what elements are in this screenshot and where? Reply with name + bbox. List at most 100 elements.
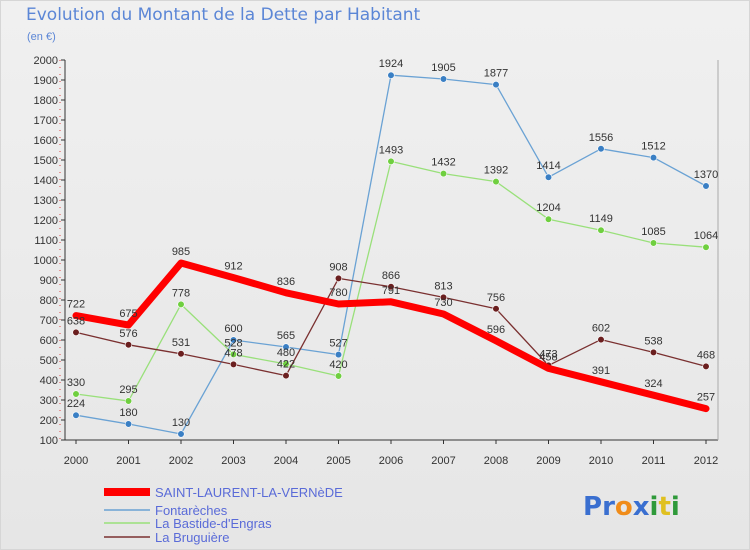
data-point (124, 341, 133, 349)
data-label: 722 (67, 299, 85, 311)
series-line (72, 259, 710, 413)
data-point (439, 293, 448, 302)
data-point (649, 239, 658, 247)
y-tick-label: 500 (40, 355, 58, 367)
x-tick-label: 2005 (326, 455, 350, 467)
data-label: 756 (487, 292, 505, 304)
y-tick-label: 1300 (34, 195, 58, 207)
data-point (334, 372, 343, 380)
data-label: 257 (697, 392, 715, 404)
y-tick-label: 1200 (34, 215, 58, 227)
data-label: 730 (434, 297, 452, 309)
data-label: 1204 (536, 202, 560, 214)
data-label: 531 (172, 337, 190, 349)
y-tick-label: 400 (40, 375, 58, 387)
data-point (597, 336, 605, 344)
data-label: 602 (592, 323, 610, 335)
y-tick-label: 300 (40, 395, 58, 407)
data-label: 420 (329, 359, 347, 371)
data-point (702, 362, 710, 371)
x-tick-label: 2002 (169, 455, 193, 467)
data-label: 866 (382, 270, 400, 282)
data-point (229, 360, 238, 369)
data-point (492, 80, 500, 89)
x-tick-label: 2006 (379, 455, 403, 467)
data-point (597, 145, 605, 153)
y-tick-label: 100 (40, 435, 58, 447)
data-label: 836 (277, 276, 295, 288)
data-label: 600 (224, 323, 242, 335)
series-line (75, 74, 707, 435)
y-tick-label: 1500 (34, 155, 58, 167)
data-point (177, 430, 185, 438)
x-tick-label: 2003 (221, 455, 245, 467)
data-label: 538 (644, 335, 662, 347)
data-label: 130 (172, 417, 190, 429)
data-label: 468 (697, 349, 715, 361)
chart-subtitle: (en €) (27, 31, 56, 43)
x-tick-label: 2004 (274, 455, 298, 467)
data-label: 528 (224, 337, 242, 349)
data-point (334, 274, 343, 283)
data-label: 458 (539, 351, 557, 363)
data-point (597, 226, 605, 234)
data-point (177, 300, 185, 309)
data-point (702, 182, 710, 190)
data-point (387, 283, 395, 291)
data-label: 1414 (536, 160, 560, 172)
data-label: 391 (592, 365, 610, 377)
data-point (492, 305, 500, 313)
data-point (649, 154, 658, 162)
y-tick-label: 1100 (34, 235, 58, 247)
y-tick-label: 900 (40, 275, 58, 287)
y-tick-label: 1600 (34, 135, 58, 147)
data-label: 813 (434, 280, 452, 292)
x-tick-label: 2000 (64, 455, 88, 467)
data-label: 576 (119, 328, 137, 340)
proxiti-logo: Proxiti (583, 492, 680, 522)
data-point (439, 170, 448, 178)
y-tick-label: 1400 (34, 175, 58, 187)
data-point (282, 343, 290, 351)
axes: 100 200 300 400 500 600 700 800 900 1000 1100 1200 1… (34, 55, 719, 467)
data-point (282, 372, 290, 380)
y-tick-label: 1800 (34, 95, 58, 107)
series-group (72, 71, 710, 438)
data-point (492, 178, 500, 186)
data-label: 1085 (641, 226, 665, 238)
x-tick-label: 2009 (536, 455, 560, 467)
y-tick-label: 1000 (34, 255, 58, 267)
data-point (439, 75, 448, 83)
data-point (72, 390, 80, 398)
data-label: 527 (329, 338, 347, 350)
data-label: 1512 (641, 141, 665, 153)
data-label: 1924 (379, 58, 403, 70)
data-label: 1149 (589, 213, 613, 225)
x-tick-label: 2008 (484, 455, 508, 467)
data-label: 1556 (589, 132, 613, 144)
x-tick-label: 2007 (431, 455, 455, 467)
data-point (334, 351, 343, 359)
data-label: 912 (224, 261, 242, 273)
data-point (387, 157, 395, 165)
y-tick-label: 1700 (34, 115, 58, 127)
data-point (124, 397, 133, 405)
data-label: 295 (119, 384, 137, 396)
data-label: 480 (277, 347, 295, 359)
data-point (72, 411, 80, 419)
data-point (72, 328, 80, 337)
data-label: 1370 (694, 169, 718, 181)
data-label: 324 (644, 378, 662, 390)
data-label: 596 (487, 324, 505, 336)
data-label: 1392 (484, 165, 508, 177)
data-labels: 722 675 985 912 836 780 791 730 596 458 391 324 257 2… (67, 58, 718, 429)
y-tick-label: 200 (40, 415, 58, 427)
data-label: 791 (382, 285, 400, 297)
data-point (702, 243, 710, 251)
y-tick-label: 800 (40, 295, 58, 307)
data-point (177, 350, 185, 358)
data-label: 1905 (431, 62, 455, 74)
data-label: 778 (172, 287, 190, 299)
data-point (124, 420, 133, 428)
